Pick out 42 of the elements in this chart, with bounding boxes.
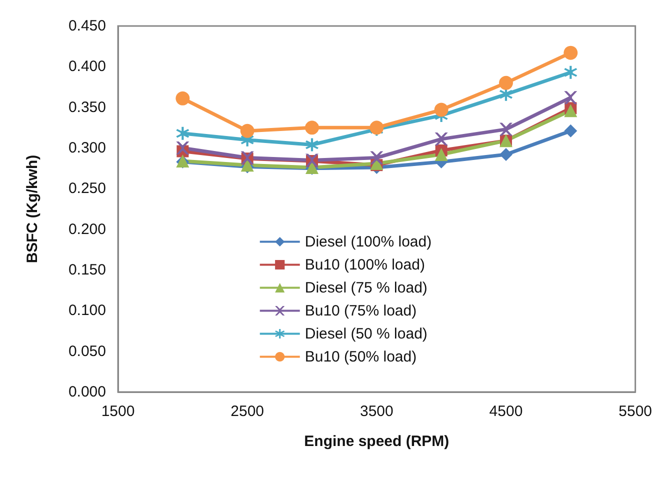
y-tick-label: 0.050 [68,342,106,360]
x-tick-label: 4500 [489,403,523,420]
point [499,88,512,101]
point [434,102,448,117]
x-tick-label: 3500 [360,403,394,420]
point [499,148,512,162]
point [564,66,578,79]
y-axis-title: BSFC (Kg/kwh) [24,154,41,264]
point [564,104,578,118]
y-tick-label: 0.150 [68,262,106,278]
point [176,91,190,106]
legend-label: Bu10 (100% load) [304,256,425,274]
point [176,142,190,154]
y-tick-label: 0.300 [68,140,106,156]
point [240,124,254,138]
point [305,120,319,135]
point [564,124,578,138]
point [564,91,578,104]
y-tick-label: 0.450 [68,18,106,34]
legend-label: Diesel (100% load) [304,233,432,250]
point [434,132,448,146]
point [370,151,384,164]
y-tick-label: 0.200 [68,220,106,238]
point [176,126,190,140]
point [564,46,578,60]
legend-label: Diesel (50 % load) [304,325,428,342]
y-tick-label: 0.350 [68,98,106,116]
point [499,122,512,136]
x-axis-title: Engine speed (RPM) [304,433,450,450]
legend-label: Diesel (75 % load) [304,279,428,296]
x-tick-label: 1500 [101,403,135,420]
y-tick-label: 0.000 [68,384,106,400]
y-tick-label: 0.100 [68,302,106,320]
y-tick-label: 0.250 [68,180,106,198]
x-tick-label: 2500 [230,403,264,420]
legend-label: Bu10 (75% load) [304,302,417,320]
y-tick-label: 0.400 [68,58,106,76]
point [305,138,318,152]
point [434,148,448,162]
point [499,76,513,90]
x-tick-label: 5500 [618,403,652,420]
legend-label: Bu10 (50% load) [304,348,417,366]
